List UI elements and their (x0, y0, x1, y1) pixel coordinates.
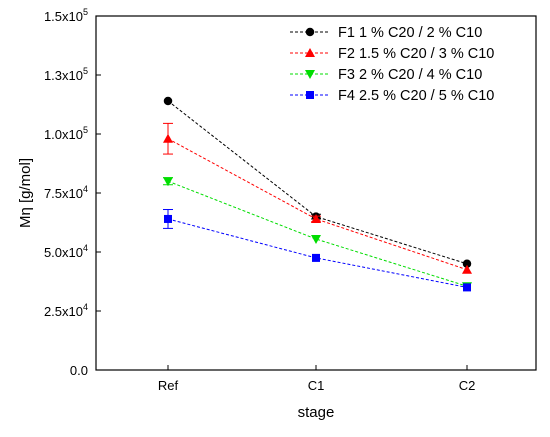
series-layer (163, 96, 472, 292)
series-line (167, 180, 468, 287)
data-point (463, 283, 471, 292)
legend: F1 1 % C20 / 2 % C10 F2 1.5 % C20 / 3 % C… (290, 25, 494, 104)
data-point (164, 214, 172, 223)
data-series (163, 209, 471, 292)
legend-label: F1 1 % C20 / 2 % C10 (338, 25, 482, 41)
data-point (305, 27, 315, 37)
data-point (312, 253, 320, 262)
x-tick-label: Ref (158, 378, 179, 393)
data-point (305, 70, 315, 79)
data-point (306, 91, 314, 99)
legend-label: F4 2.5 % C20 / 5 % C10 (338, 88, 494, 104)
y-tick-label: 1.3x105 (44, 66, 88, 83)
x-tick-label: C1 (308, 378, 325, 393)
y-tick-label: 5.0x104 (44, 243, 88, 260)
data-point (163, 177, 173, 187)
legend-label: F2 1.5 % C20 / 3 % C10 (338, 46, 494, 62)
x-tick-label: C2 (459, 378, 476, 393)
data-point (163, 96, 173, 106)
legend-label: F3 2 % C20 / 4 % C10 (338, 67, 482, 83)
y-tick-label: 0.0 (70, 363, 88, 378)
y-tick-label: 1.0x105 (44, 125, 88, 142)
y-tick-label: 2.5x104 (44, 302, 88, 319)
data-point (311, 235, 321, 245)
series-line (167, 218, 468, 288)
y-tick-label: 1.5x105 (44, 7, 88, 24)
series-line (167, 138, 468, 271)
data-point (462, 264, 472, 274)
x-axis: Ref C1 C2 (158, 365, 475, 393)
data-series (163, 122, 472, 274)
data-series (163, 96, 472, 269)
legend-item: F2 1.5 % C20 / 3 % C10 (290, 46, 494, 62)
legend-item: F4 2.5 % C20 / 5 % C10 (290, 88, 494, 104)
y-axis: 0.0 2.5x104 5.0x104 7.5x104 1.0x105 1.3x105 1.… (44, 7, 101, 378)
x-axis-title: stage (298, 404, 335, 421)
data-point (163, 133, 173, 143)
legend-item: F3 2 % C20 / 4 % C10 (290, 67, 482, 83)
y-tick-label: 7.5x104 (44, 184, 88, 201)
data-point (305, 48, 315, 57)
data-point (462, 259, 472, 269)
data-point (311, 213, 321, 223)
y-axis-title: Mη [g/mol] (17, 158, 34, 228)
data-series (163, 177, 472, 292)
legend-item: F1 1 % C20 / 2 % C10 (290, 25, 482, 41)
